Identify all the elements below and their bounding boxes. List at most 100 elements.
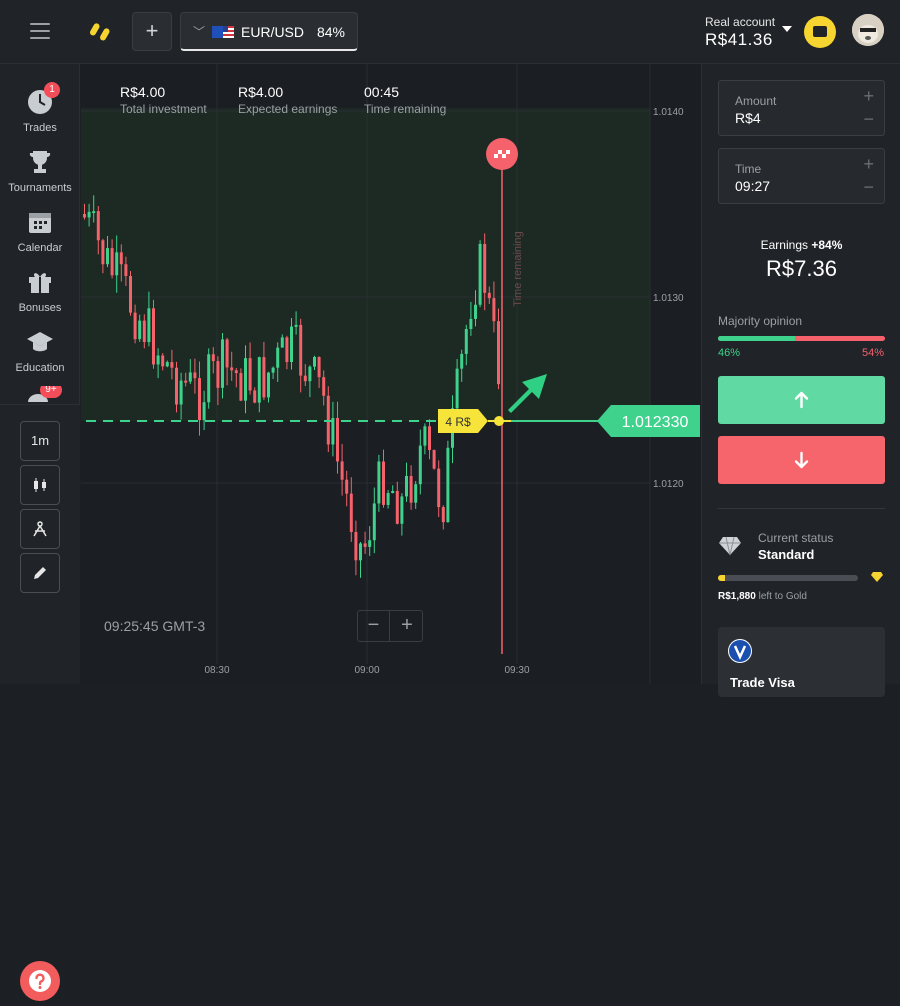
time-remaining-label: Time remaining xyxy=(364,102,447,116)
sidebar-item-tournaments[interactable]: Tournaments xyxy=(0,148,80,194)
time-value[interactable]: 09:27 xyxy=(735,178,771,194)
expiry-flag-icon[interactable] xyxy=(486,138,518,170)
candle-body xyxy=(106,248,109,265)
candle-body xyxy=(414,484,418,503)
drawing-button[interactable] xyxy=(20,553,60,593)
sidebar-item-more[interactable]: 9+ xyxy=(0,386,80,402)
candle-body xyxy=(147,308,151,343)
price-chart[interactable]: Time remaining 4 R$ 1.012330 1.0140 1.01… xyxy=(81,64,700,684)
indicators-button[interactable] xyxy=(20,509,60,549)
earnings-percent: +84% xyxy=(811,238,843,252)
earnings-value: R$7.36 xyxy=(766,256,837,281)
candle-body xyxy=(115,252,119,276)
candle-body xyxy=(317,356,321,378)
candle-body xyxy=(336,418,339,462)
amount-plus-button[interactable]: + xyxy=(863,86,874,106)
candle-body xyxy=(271,367,275,373)
wallet-button[interactable] xyxy=(804,16,836,48)
candle-body xyxy=(428,426,431,451)
add-asset-button[interactable]: + xyxy=(132,12,172,51)
account-selector[interactable]: Real account R$41.36 xyxy=(705,15,775,50)
candle-body xyxy=(464,328,468,354)
timeframe-button[interactable]: 1m xyxy=(20,421,60,461)
candle-body xyxy=(124,264,128,277)
asset-selector[interactable]: ﹀ EUR/USD 84% xyxy=(180,12,358,51)
help-button[interactable] xyxy=(20,961,60,1001)
menu-icon[interactable] xyxy=(30,23,50,39)
candle-body xyxy=(432,450,436,469)
gold-diamond-icon xyxy=(871,572,883,582)
zoom-out-button[interactable]: − xyxy=(358,611,390,641)
question-icon xyxy=(29,970,51,992)
candle-body xyxy=(193,372,197,379)
chart-type-button[interactable] xyxy=(20,465,60,505)
sidebar-item-label: Trades xyxy=(23,122,57,134)
candle-body xyxy=(423,426,427,446)
candle-body xyxy=(142,320,146,343)
majority-label: Majority opinion xyxy=(718,314,803,328)
candle-body xyxy=(170,362,174,368)
trade-tag[interactable]: 4 R$ xyxy=(438,409,488,433)
candle-body xyxy=(110,248,114,276)
total-investment-value: R$4.00 xyxy=(120,84,166,100)
time-field[interactable]: Time 09:27 + − xyxy=(718,148,885,204)
candle-body xyxy=(497,321,500,385)
buy-up-button[interactable] xyxy=(718,376,885,424)
candle-body xyxy=(368,540,372,547)
more-badge: 9+ xyxy=(40,386,62,398)
amount-value[interactable]: R$4 xyxy=(735,110,761,126)
sidebar-item-bonuses[interactable]: Bonuses xyxy=(0,268,80,314)
status-progress xyxy=(718,575,858,581)
sidebar-item-label: Bonuses xyxy=(18,302,62,314)
candle-body xyxy=(382,461,385,505)
candle-body xyxy=(437,468,441,508)
candle-body xyxy=(395,490,399,524)
calendar-icon xyxy=(29,213,51,233)
candle-body xyxy=(188,372,192,382)
amount-field[interactable]: Amount R$4 + − xyxy=(718,80,885,136)
arrow-down-icon xyxy=(794,451,809,469)
candle-body xyxy=(386,493,390,505)
candle-body xyxy=(359,543,362,561)
sidebar-item-trades[interactable]: 1 Trades xyxy=(0,82,80,134)
candle-body xyxy=(313,356,316,367)
time-remaining: 00:45 Time remaining xyxy=(364,84,446,116)
status-label: Current status xyxy=(758,531,834,545)
logo-icon[interactable] xyxy=(90,20,112,44)
amount-minus-button[interactable]: − xyxy=(863,109,874,129)
candle-body xyxy=(446,447,450,523)
sidebar-item-label: Education xyxy=(15,362,65,374)
candles-icon xyxy=(34,478,46,492)
sell-down-button[interactable] xyxy=(718,436,885,484)
chart-canvas: Time remaining 4 R$ 1.012330 1.0140 1.01… xyxy=(81,64,700,684)
total-investment-label: Total investment xyxy=(120,102,207,116)
candle-body xyxy=(409,475,413,503)
candle-body xyxy=(469,318,473,329)
caret-down-icon[interactable] xyxy=(782,26,792,32)
candle-body xyxy=(202,402,206,421)
candle-body xyxy=(253,390,257,403)
candle-body xyxy=(455,368,459,409)
candle-body xyxy=(418,445,422,485)
card-promo[interactable]: Trade Visa xyxy=(718,627,885,697)
account-balance: R$41.36 xyxy=(705,30,773,49)
sidebar-item-label: Calendar xyxy=(17,242,63,254)
candle-body xyxy=(483,243,487,293)
sidebar-item-education[interactable]: Education xyxy=(0,328,80,374)
candle-body xyxy=(92,211,96,214)
zoom-in-button[interactable]: + xyxy=(401,614,413,636)
top-bar: + ﹀ EUR/USD 84% Real account R$41.36 xyxy=(0,0,900,64)
candle-body xyxy=(179,380,183,405)
expiry-label: Time remaining xyxy=(512,231,524,306)
candle-body xyxy=(216,361,220,388)
time-plus-button[interactable]: + xyxy=(863,154,874,174)
time-minus-button[interactable]: − xyxy=(863,177,874,197)
trade-panel: Amount R$4 + − Time 09:27 + − Earnings +… xyxy=(701,64,900,697)
avatar[interactable] xyxy=(852,14,884,46)
sidebar-item-calendar[interactable]: Calendar xyxy=(0,208,80,254)
current-price: 1.012330 xyxy=(622,414,689,431)
majority-up-fill xyxy=(718,336,795,341)
candle-body xyxy=(133,312,137,340)
candle-body xyxy=(119,252,123,265)
expected-earnings: R$4.00 Expected earnings xyxy=(238,84,337,116)
